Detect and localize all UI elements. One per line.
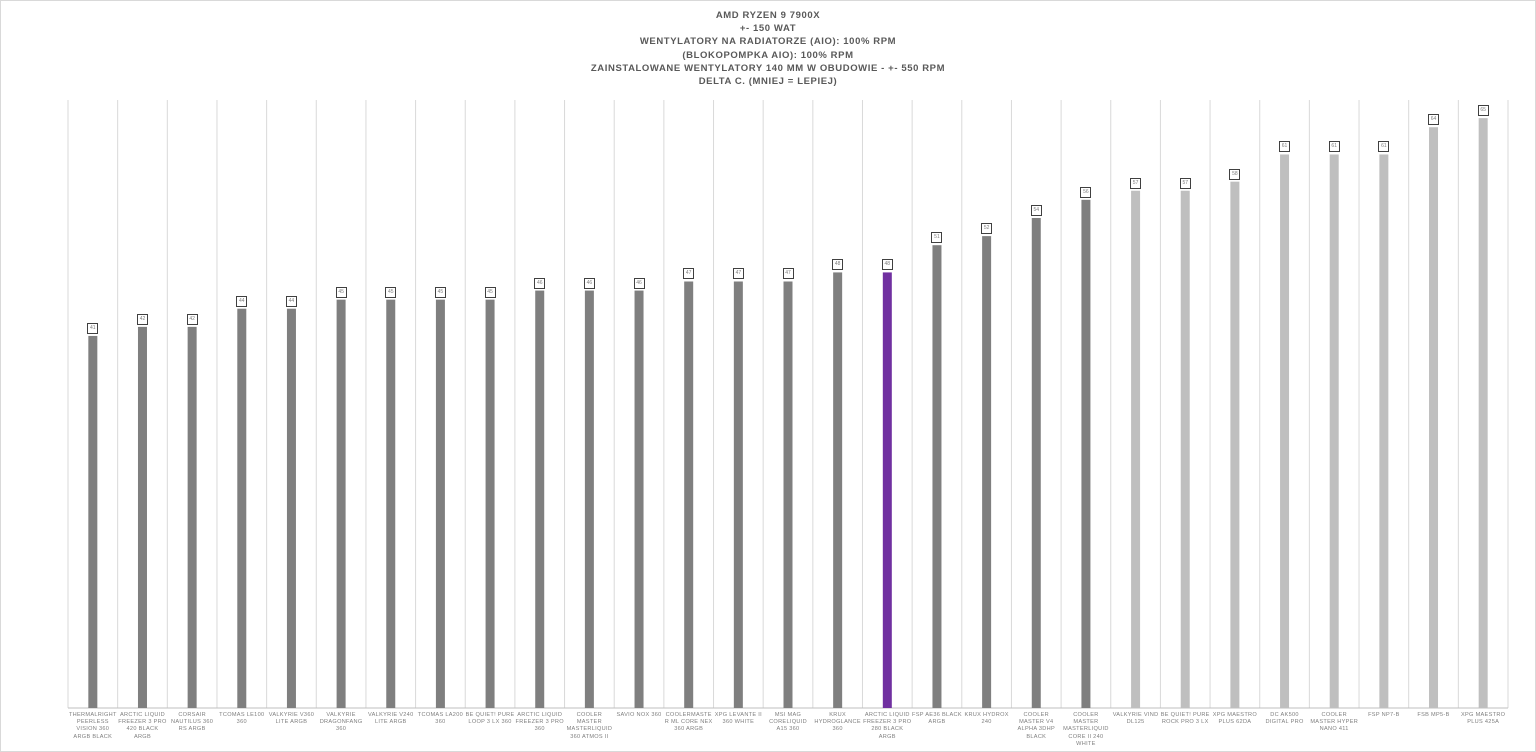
category-label-7: VALKYRIE V240 LITE ARGB <box>368 712 414 726</box>
data-label-27: 61 <box>1378 141 1390 153</box>
title-line-4: (BLOKOPOMPKA AIO): 100% RPM <box>682 49 854 61</box>
bar-14 <box>733 281 743 708</box>
data-label-10: 46 <box>534 277 546 289</box>
bar-4 <box>237 308 247 708</box>
bar-7 <box>386 299 396 708</box>
category-label-22: VALKYRIE VIND DL125 <box>1112 712 1159 726</box>
bar-16 <box>833 272 843 708</box>
chart-title: AMD RYZEN 9 7900X +- 150 WAT WENTYLATORY… <box>0 9 1536 88</box>
bar-28 <box>1429 127 1439 708</box>
category-label-23: BE QUIET! PURE ROCK PRO 3 LX <box>1160 712 1210 726</box>
category-label-1: THERMALRIGHT PEERLESS VISION 360 ARGB BL… <box>68 712 117 740</box>
data-label-16: 48 <box>832 259 844 271</box>
category-label-29: XPG MAESTRO PLUS 425A <box>1461 712 1506 726</box>
data-label-28: 64 <box>1428 114 1440 126</box>
bar-26 <box>1329 154 1339 708</box>
category-label-17: ARCTIC LIQUID FREEZER 3 PRO 280 BLACK AR… <box>863 712 912 740</box>
bar-27 <box>1379 154 1389 708</box>
title-line-2: +- 150 WAT <box>739 23 797 35</box>
data-label-19: 52 <box>981 223 993 235</box>
bar-8 <box>435 299 445 708</box>
data-label-5: 44 <box>285 295 297 307</box>
category-label-3: CORSAIR NAUTILUS 360 RS ARGB <box>171 712 214 733</box>
bar-15 <box>783 281 793 708</box>
bar-20 <box>1031 217 1041 708</box>
bar-6 <box>336 299 346 708</box>
bar-5 <box>286 308 296 708</box>
title-line-1: AMD RYZEN 9 7900X <box>715 10 821 21</box>
category-label-9: BE QUIET! PURE LOOP 3 LX 360 <box>465 712 515 726</box>
category-label-16: KRUX HYDROGLANCE 360 <box>814 712 861 733</box>
data-label-25: 61 <box>1279 141 1291 153</box>
data-label-13: 47 <box>683 268 695 280</box>
data-label-20: 54 <box>1030 204 1042 216</box>
data-label-23: 57 <box>1179 177 1191 189</box>
category-label-4: TCOMAS LE100 360 <box>219 712 265 726</box>
data-label-4: 44 <box>236 295 248 307</box>
bar-2 <box>137 326 147 708</box>
category-label-21: COOLER MASTER MASTERLIQUID CORE II 240 W… <box>1063 712 1109 747</box>
title-line-6: DELTA C. (MNIEJ = LEPIEJ) <box>698 76 838 88</box>
category-label-6: VALKYRIE DRAGONFANG 360 <box>319 712 363 733</box>
category-label-15: MSI MAG CORELIQUID A15 360 <box>769 712 807 733</box>
bar-13 <box>684 281 694 708</box>
data-label-7: 45 <box>385 286 397 298</box>
category-label-12: SAVIO NOX 360 <box>616 712 662 718</box>
data-label-17: 48 <box>881 259 893 271</box>
data-label-12: 46 <box>633 277 645 289</box>
title-line-3: WENTYLATORY NA RADIATORZE (AIO): 100% RP… <box>639 36 897 48</box>
bar-29 <box>1478 118 1488 709</box>
data-label-14: 47 <box>732 268 744 280</box>
category-label-8: TCOMAS LA200 360 <box>417 712 464 726</box>
data-label-2: 42 <box>136 313 148 325</box>
bar-12 <box>634 290 644 708</box>
bar-25 <box>1280 154 1290 708</box>
category-label-2: ARCTIC LIQUID FREEZER 3 PRO 420 BLACK AR… <box>118 712 167 740</box>
category-label-14: XPG LEVANTE II 360 WHITE <box>714 712 762 726</box>
data-label-21: 56 <box>1080 186 1092 198</box>
bar-3 <box>187 326 197 708</box>
bar-1 <box>88 335 98 708</box>
category-label-25: DC AK500 DIGITAL PRO <box>1265 712 1304 726</box>
category-label-20: COOLER MASTER V4 ALPHA 3DHP BLACK <box>1017 712 1056 740</box>
data-label-8: 45 <box>434 286 446 298</box>
data-label-6: 45 <box>335 286 347 298</box>
data-label-15: 47 <box>782 268 794 280</box>
bar-24 <box>1230 181 1240 709</box>
category-label-5: VALKYRIE V360 LITE ARGB <box>268 712 315 726</box>
category-label-19: KRUX HYDROX 240 <box>964 712 1009 726</box>
data-label-29: 65 <box>1477 105 1489 117</box>
bar-17 <box>882 272 892 708</box>
data-label-3: 42 <box>186 313 198 325</box>
data-label-24: 58 <box>1229 168 1241 180</box>
bar-23 <box>1180 190 1190 708</box>
category-label-13: COOLERMASTER ML CORE NEX 360 ARGB <box>664 712 713 733</box>
data-label-11: 46 <box>583 277 595 289</box>
bar-9 <box>485 299 495 708</box>
category-label-18: FSP AE36 BLACK ARGB <box>912 712 962 726</box>
data-label-9: 45 <box>484 286 496 298</box>
category-label-27: FSP NP7-B <box>1368 712 1400 718</box>
data-label-1: 41 <box>87 322 99 334</box>
bar-19 <box>982 236 992 709</box>
data-label-26: 61 <box>1328 141 1340 153</box>
bar-11 <box>584 290 594 708</box>
category-label-28: FSB MP5-B <box>1417 712 1450 718</box>
data-label-22: 57 <box>1130 177 1142 189</box>
category-label-10: ARCTIC LIQUID FREEZER 3 PRO 360 <box>515 712 564 733</box>
bar-10 <box>535 290 545 708</box>
bar-22 <box>1131 190 1141 708</box>
category-label-11: COOLER MASTER MASTERLIQUID 360 ATMOS II <box>566 712 613 740</box>
bar-18 <box>932 245 942 708</box>
category-label-24: XPG MAESTRO PLUS 62DA <box>1212 712 1258 726</box>
title-line-5: ZAINSTALOWANE WENTYLATORY 140 MM W OBUDO… <box>590 62 946 74</box>
bar-21 <box>1081 199 1091 708</box>
category-label-26: COOLER MASTER HYPER NANO 411 <box>1310 712 1359 733</box>
data-label-18: 51 <box>931 232 943 244</box>
